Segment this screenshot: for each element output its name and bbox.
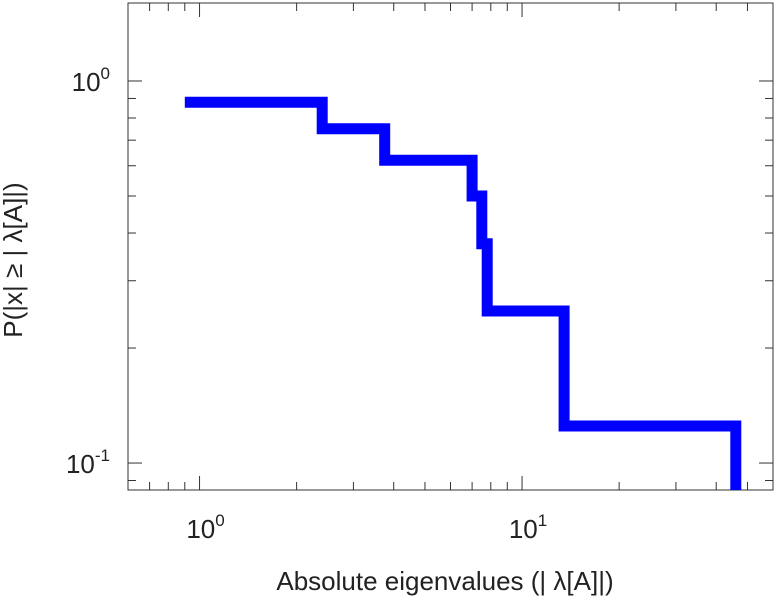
x-axis-label: Absolute eigenvalues (| λ[A]|) xyxy=(276,566,613,596)
series-line xyxy=(184,96,742,490)
tick-marks xyxy=(127,3,774,490)
y-tick-label: 100 xyxy=(72,64,110,97)
tick-labels: 100 101 10-1 100 xyxy=(66,64,547,544)
plot-frame xyxy=(127,2,774,491)
y-axis-label: P(|x| ≥ | λ[A]|) xyxy=(0,182,28,337)
x-tick-label: 100 xyxy=(186,511,224,544)
y-tick-label: 10-1 xyxy=(66,446,110,479)
x-tick-label: 101 xyxy=(509,511,547,544)
